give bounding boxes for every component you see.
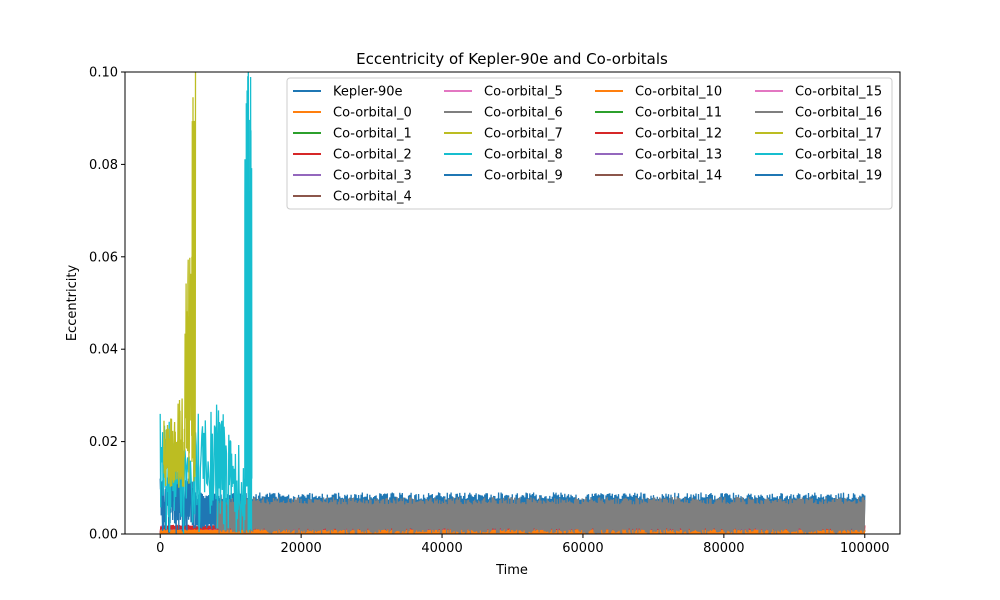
legend-label: Co-orbital_15 [795, 85, 882, 100]
x-tick-label: 60000 [562, 541, 603, 556]
series-line-co-orbital-7-segment-0 [163, 72, 197, 488]
legend-label: Co-orbital_12 [635, 127, 722, 142]
legend-label: Co-orbital_18 [795, 148, 882, 163]
y-tick-label: 0.00 [89, 528, 118, 543]
legend-label: Co-orbital_6 [484, 106, 563, 121]
y-tick-label: 0.10 [89, 66, 118, 81]
x-tick-label: 100000 [840, 541, 890, 556]
series-line-co-orbital-6-segment-0 [215, 496, 866, 534]
legend-box [286, 77, 893, 210]
legend-label: Co-orbital_14 [635, 169, 722, 184]
series-line-co-orbital-8-segment-0 [159, 72, 253, 534]
x-tick-label: 80000 [703, 541, 744, 556]
legend-label: Co-orbital_2 [333, 148, 412, 163]
x-axis-label: Time [495, 563, 528, 578]
legend-label: Co-orbital_3 [333, 169, 412, 184]
plot-frame [124, 71, 901, 535]
legend-label: Co-orbital_19 [795, 169, 882, 184]
legend-label: Co-orbital_5 [484, 85, 563, 100]
y-axis-ticks: 0.00 0.02 0.04 0.06 0.08 0.10 [89, 66, 125, 543]
x-tick-label: 0 [156, 541, 164, 556]
legend-label: Co-orbital_7 [484, 127, 563, 142]
legend-label: Co-orbital_9 [484, 169, 563, 184]
legend: Kepler-90e Co-orbital_0 Co-orbital_1 Co-orb… [286, 77, 893, 210]
legend-label: Co-orbital_10 [635, 85, 722, 100]
legend-label: Co-orbital_8 [484, 148, 563, 163]
legend-label: Co-orbital_13 [635, 148, 722, 163]
legend-label: Co-orbital_17 [795, 127, 882, 142]
x-axis-ticks: 0 20000 40000 60000 80000 100000 [156, 534, 890, 556]
legend-label: Co-orbital_0 [333, 106, 412, 121]
legend-label: Co-orbital_1 [333, 127, 412, 142]
legend-label: Co-orbital_16 [795, 106, 882, 121]
legend-label: Co-orbital_4 [333, 190, 412, 205]
y-tick-label: 0.08 [89, 158, 118, 173]
x-tick-label: 20000 [280, 541, 321, 556]
legend-label: Kepler-90e [333, 85, 402, 100]
y-tick-label: 0.06 [89, 250, 118, 265]
y-tick-label: 0.02 [89, 435, 118, 450]
legend-label: Co-orbital_11 [635, 106, 722, 121]
chart-title: Eccentricity of Kepler-90e and Co-orbita… [356, 50, 668, 68]
y-tick-label: 0.04 [89, 343, 118, 358]
plot-content [159, 72, 866, 534]
y-axis-label: Eccentricity [65, 265, 80, 342]
x-tick-label: 40000 [421, 541, 462, 556]
